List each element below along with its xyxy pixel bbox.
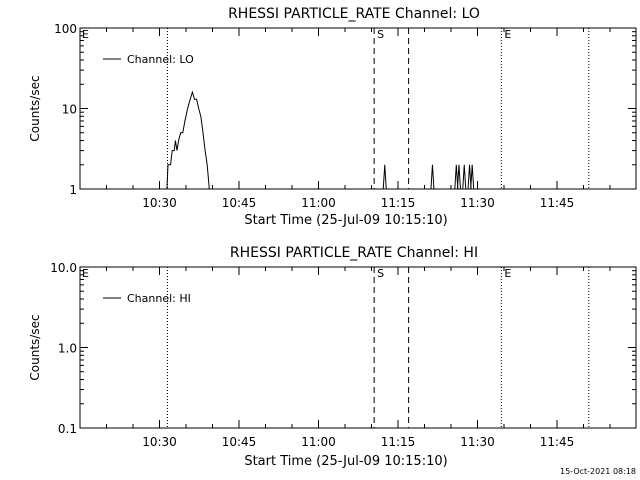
y-axis-label: Counts/sec (28, 314, 42, 380)
x-axis-label: Start Time (25-Jul-09 10:15:10) (244, 454, 447, 469)
event-marker-label: S (377, 28, 384, 41)
legend-label: Channel: HI (127, 292, 191, 305)
series-spike (467, 164, 472, 190)
series-spike (430, 164, 435, 190)
chart-title: RHESSI PARTICLE_RATE Channel: LO (228, 6, 480, 22)
x-tick-label: 11:45 (540, 435, 575, 449)
edge-label: E (82, 267, 89, 280)
chart-title: RHESSI PARTICLE_RATE Channel: HI (230, 245, 478, 261)
y-tick-label: 1.0 (58, 342, 77, 356)
event-marker-label: S (377, 267, 384, 280)
series-spike (382, 164, 387, 190)
x-tick-label: 11:00 (301, 435, 336, 449)
x-tick-label: 10:45 (222, 196, 257, 210)
edge-label: E (82, 28, 89, 41)
event-marker-label: E (504, 267, 511, 280)
y-tick-label: 1 (69, 183, 77, 197)
x-axis-label: Start Time (25-Jul-09 10:15:10) (244, 213, 447, 228)
series-spike (470, 164, 475, 190)
x-tick-label: 11:00 (301, 196, 336, 210)
x-tick-label: 11:30 (460, 196, 495, 210)
x-tick-label: 11:30 (460, 435, 495, 449)
event-marker-label: E (504, 28, 511, 41)
footer-timestamp: 15-Oct-2021 08:18 (560, 467, 636, 476)
x-tick-label: 10:45 (222, 435, 257, 449)
x-tick-label: 10:30 (142, 196, 177, 210)
y-tick-label: 0.1 (58, 422, 77, 436)
y-tick-label: 100 (54, 22, 77, 36)
series-spike (456, 164, 461, 190)
series-spike (454, 164, 459, 190)
series-spike (462, 164, 467, 190)
x-tick-label: 11:15 (381, 196, 416, 210)
x-tick-label: 11:15 (381, 435, 416, 449)
x-tick-label: 11:45 (540, 196, 575, 210)
legend-label: Channel: LO (127, 53, 194, 66)
y-tick-label: 10 (62, 103, 77, 117)
y-tick-label: 10.0 (50, 261, 77, 275)
x-tick-label: 10:30 (142, 435, 177, 449)
y-axis-label: Counts/sec (28, 75, 42, 141)
series-line (166, 90, 210, 190)
